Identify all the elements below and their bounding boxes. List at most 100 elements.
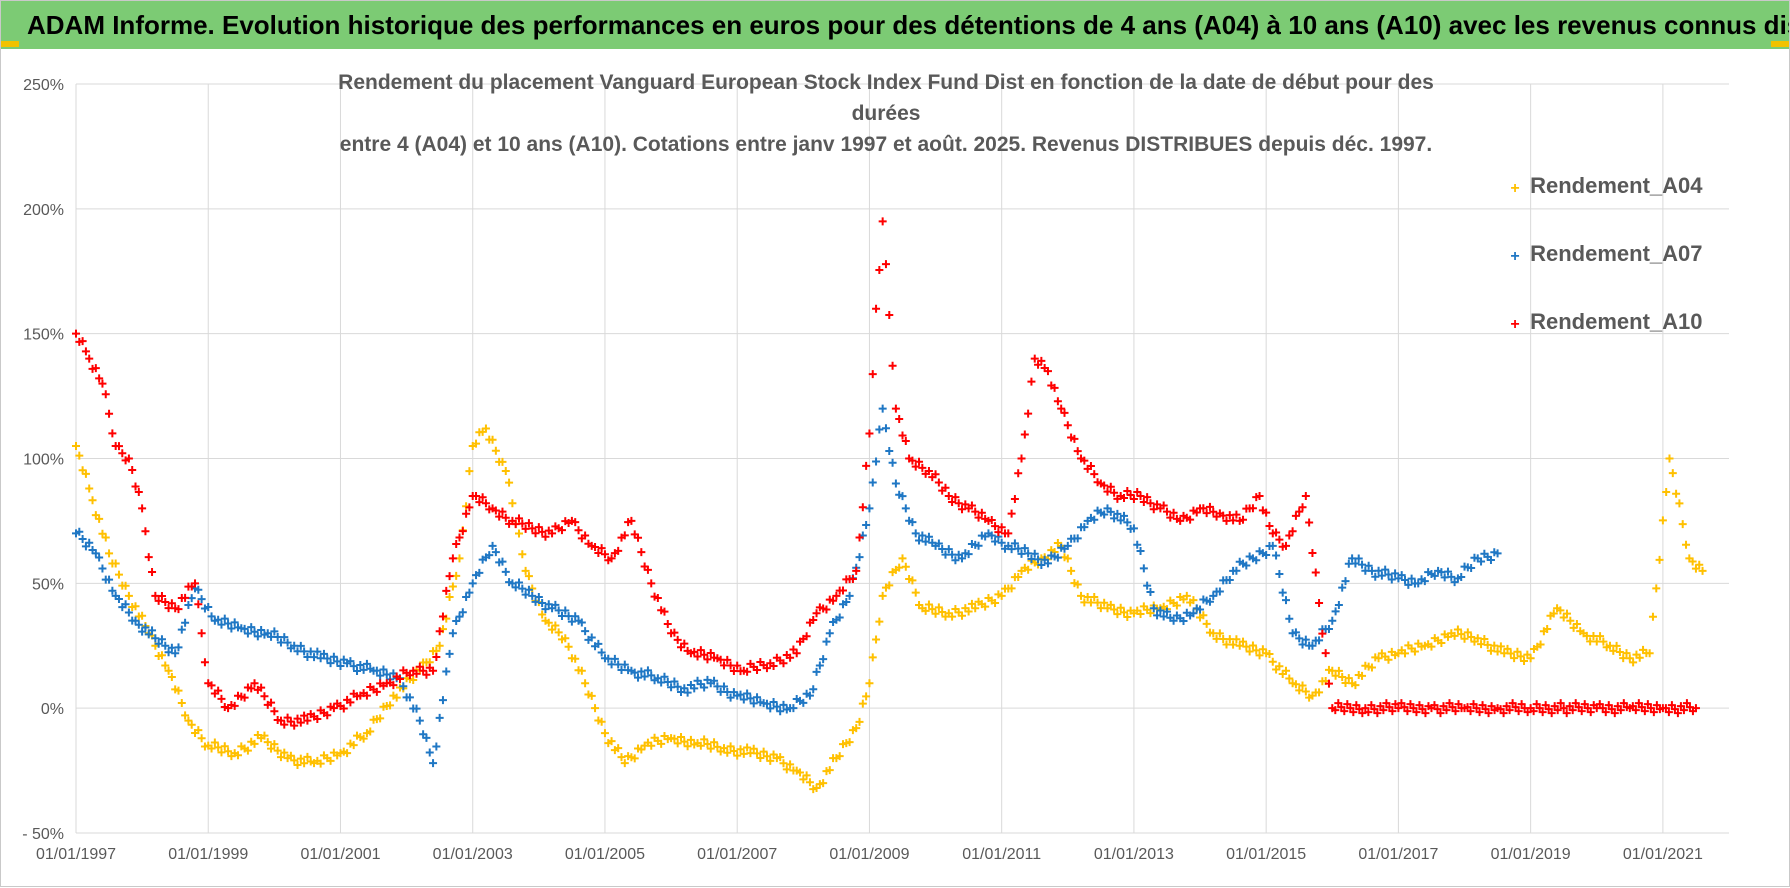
data-point <box>432 742 441 751</box>
x-tick-label: 01/01/2019 <box>1491 846 1571 863</box>
data-point <box>1229 516 1238 525</box>
data-point <box>207 681 216 690</box>
data-point <box>1103 487 1112 496</box>
data-point <box>548 625 557 634</box>
data-point <box>1146 587 1155 596</box>
data-point <box>412 704 421 713</box>
data-point <box>472 439 481 448</box>
data-point <box>164 666 173 675</box>
data-point <box>1470 637 1479 646</box>
data-point <box>194 726 203 735</box>
data-point <box>1391 700 1400 709</box>
data-point <box>1120 608 1128 617</box>
data-point <box>1057 404 1066 413</box>
data-point <box>660 672 669 681</box>
data-point <box>872 457 881 466</box>
data-point <box>1373 709 1382 718</box>
data-point <box>921 537 930 546</box>
data-point <box>224 747 233 756</box>
data-point <box>1631 706 1640 715</box>
data-point <box>491 446 500 455</box>
data-point <box>597 648 606 657</box>
data-point <box>1067 566 1076 575</box>
data-point <box>1536 640 1545 649</box>
data-point <box>1556 699 1565 708</box>
data-point <box>1361 566 1370 575</box>
data-point <box>885 310 894 319</box>
data-point <box>257 683 266 692</box>
data-point <box>1136 610 1145 619</box>
data-point <box>303 716 312 725</box>
data-point <box>686 735 695 744</box>
data-point <box>1133 487 1142 496</box>
x-tick-label: 01/01/2001 <box>300 846 380 863</box>
data-point <box>974 541 983 550</box>
data-point <box>729 688 738 697</box>
data-point <box>885 581 894 590</box>
data-point <box>1239 515 1248 524</box>
data-point <box>224 619 233 628</box>
data-point <box>260 731 269 740</box>
data-point <box>1179 617 1188 626</box>
data-point <box>359 734 368 743</box>
data-point <box>753 749 762 758</box>
data-point <box>1301 491 1310 500</box>
data-point <box>693 652 702 661</box>
data-point <box>829 754 838 763</box>
data-point <box>1080 456 1089 465</box>
data-point <box>1457 573 1466 582</box>
data-point <box>1275 662 1284 671</box>
data-point <box>1523 708 1532 717</box>
data-point <box>1547 709 1556 718</box>
data-point <box>1295 634 1304 643</box>
data-point <box>290 721 299 730</box>
data-point <box>1305 693 1314 702</box>
data-point <box>769 661 778 670</box>
data-point <box>1417 642 1426 651</box>
data-point <box>167 599 176 608</box>
data-point <box>1384 570 1393 579</box>
data-point <box>1496 642 1505 651</box>
data-point <box>898 554 907 563</box>
data-point <box>362 691 371 700</box>
data-point <box>934 539 943 548</box>
data-point <box>901 437 910 446</box>
data-point <box>194 600 203 609</box>
x-tick-label: 01/01/2005 <box>565 846 645 863</box>
data-point <box>108 586 117 595</box>
data-point <box>544 526 553 535</box>
data-point <box>138 627 147 636</box>
data-point <box>138 504 147 513</box>
data-point <box>78 337 87 346</box>
data-point <box>614 546 623 555</box>
data-point <box>121 456 130 465</box>
data-point <box>1601 708 1610 717</box>
data-point <box>296 718 305 727</box>
data-point <box>762 699 771 708</box>
data-point <box>184 600 193 609</box>
data-point <box>114 570 123 579</box>
data-point <box>501 513 510 522</box>
data-point <box>524 519 533 528</box>
data-point <box>521 524 530 533</box>
data-point <box>901 504 910 513</box>
data-point <box>1262 508 1271 517</box>
data-point <box>1596 632 1605 641</box>
data-point <box>796 768 805 777</box>
legend-item-a07: + Rendement_A07 <box>1506 239 1706 307</box>
data-point <box>1189 596 1198 605</box>
data-point <box>220 742 229 751</box>
data-point <box>1315 599 1324 608</box>
data-point <box>1450 578 1459 587</box>
data-point <box>868 370 877 379</box>
data-point <box>1305 518 1314 527</box>
data-point <box>782 705 791 714</box>
data-point <box>349 662 358 671</box>
data-point <box>670 677 679 686</box>
data-point <box>759 747 768 756</box>
data-point <box>1315 636 1324 645</box>
data-point <box>723 748 732 757</box>
data-point <box>1010 539 1019 548</box>
data-point <box>1205 502 1214 511</box>
